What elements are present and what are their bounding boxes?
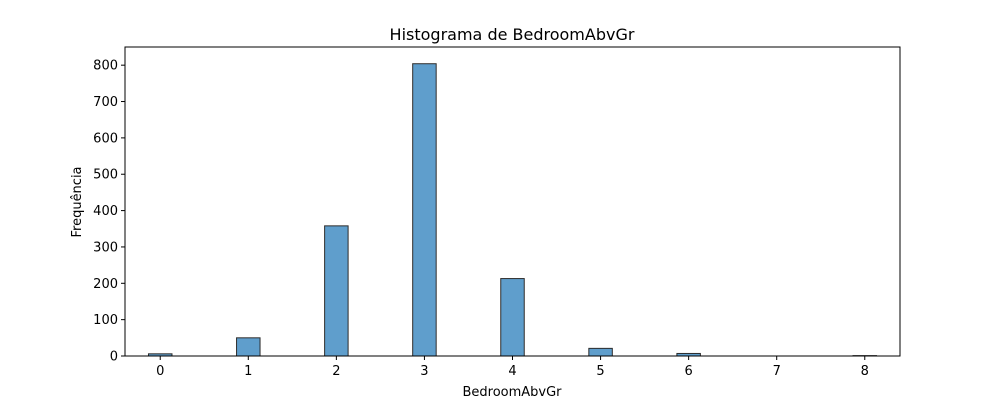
x-tick-label: 4 — [508, 364, 516, 379]
y-tick-label: 700 — [93, 95, 118, 110]
histogram-bar-3 — [412, 63, 437, 357]
x-tick-label: 7 — [773, 364, 781, 379]
y-tick-label: 200 — [93, 277, 118, 292]
x-tick-label: 3 — [420, 364, 428, 379]
bars-group — [147, 63, 878, 357]
y-axis-ticks: 0 100 200 300 400 500 600 700 800 — [93, 59, 125, 365]
x-axis-label: BedroomAbvGr — [462, 385, 562, 400]
x-axis-ticks: 0 1 2 3 4 5 6 7 8 — [156, 356, 869, 379]
y-tick-label: 400 — [93, 204, 118, 219]
y-tick-label: 800 — [93, 59, 118, 74]
x-tick-label: 0 — [156, 364, 164, 379]
x-tick-label: 5 — [596, 364, 604, 379]
x-tick-label: 1 — [244, 364, 252, 379]
histogram-bar-2 — [324, 225, 349, 357]
x-tick-label: 2 — [332, 364, 340, 379]
chart-title: Histograma de BedroomAbvGr — [390, 25, 635, 44]
x-tick-label: 6 — [684, 364, 692, 379]
y-tick-label: 600 — [93, 131, 118, 146]
y-tick-label: 0 — [110, 350, 118, 365]
y-tick-label: 500 — [93, 168, 118, 183]
histogram-bar-4 — [500, 278, 525, 357]
histogram-bar-5 — [588, 347, 613, 357]
y-tick-label: 100 — [93, 313, 118, 328]
y-axis-label: Frequência — [70, 166, 85, 237]
histogram-bar-1 — [236, 337, 261, 357]
x-tick-label: 8 — [861, 364, 869, 379]
y-tick-label: 300 — [93, 240, 118, 255]
